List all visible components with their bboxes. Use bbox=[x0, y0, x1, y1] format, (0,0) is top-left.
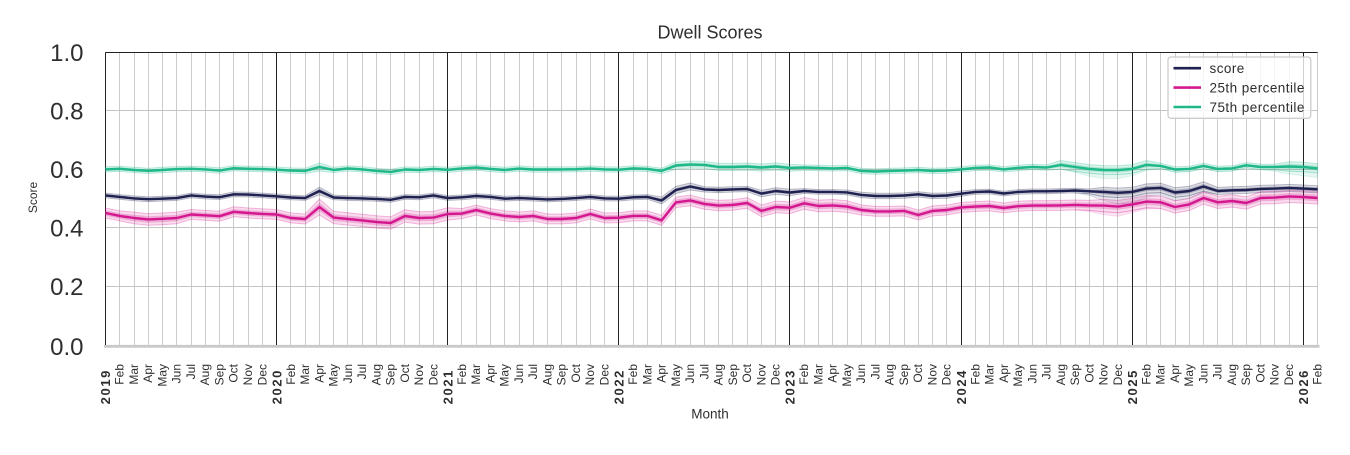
svg-text:Mar: Mar bbox=[811, 364, 825, 385]
svg-text:Apr: Apr bbox=[141, 364, 155, 383]
svg-text:Sep: Sep bbox=[726, 364, 740, 386]
svg-text:May: May bbox=[840, 364, 854, 387]
svg-text:1.0: 1.0 bbox=[50, 40, 83, 67]
svg-text:Jul: Jul bbox=[355, 364, 369, 379]
svg-text:Sep: Sep bbox=[897, 364, 911, 386]
svg-text:Aug: Aug bbox=[198, 364, 212, 385]
svg-text:Feb: Feb bbox=[968, 364, 982, 385]
svg-text:Dec: Dec bbox=[1282, 364, 1296, 385]
svg-text:Oct: Oct bbox=[227, 363, 241, 382]
svg-text:Nov: Nov bbox=[241, 364, 255, 385]
svg-text:Oct: Oct bbox=[569, 363, 583, 382]
svg-text:2024: 2024 bbox=[954, 369, 969, 404]
svg-text:2022: 2022 bbox=[612, 369, 627, 404]
svg-text:Feb: Feb bbox=[455, 364, 469, 385]
svg-text:Feb: Feb bbox=[1139, 364, 1153, 385]
svg-text:Dec: Dec bbox=[940, 364, 954, 385]
svg-text:Nov: Nov bbox=[1268, 364, 1282, 385]
svg-text:Jul: Jul bbox=[1040, 364, 1054, 379]
svg-text:May: May bbox=[669, 364, 683, 387]
svg-text:Jun: Jun bbox=[512, 364, 526, 383]
svg-text:Jun: Jun bbox=[854, 364, 868, 383]
svg-text:score: score bbox=[1210, 61, 1245, 76]
svg-text:Jun: Jun bbox=[341, 364, 355, 383]
svg-text:Oct: Oct bbox=[1082, 363, 1096, 382]
svg-text:0.0: 0.0 bbox=[50, 334, 83, 361]
svg-text:Jul: Jul bbox=[526, 364, 540, 379]
svg-text:Oct: Oct bbox=[911, 363, 925, 382]
svg-text:Jun: Jun bbox=[683, 364, 697, 383]
svg-text:Dwell Scores: Dwell Scores bbox=[657, 23, 762, 43]
svg-text:Apr: Apr bbox=[997, 364, 1011, 383]
svg-text:Dec: Dec bbox=[769, 364, 783, 385]
svg-text:Apr: Apr bbox=[483, 364, 497, 383]
svg-text:2023: 2023 bbox=[783, 369, 798, 404]
svg-text:25th percentile: 25th percentile bbox=[1210, 80, 1305, 95]
svg-text:2021: 2021 bbox=[440, 369, 455, 404]
svg-text:May: May bbox=[498, 364, 512, 387]
svg-text:2026: 2026 bbox=[1296, 369, 1311, 404]
svg-text:Sep: Sep bbox=[1239, 364, 1253, 386]
svg-text:Oct: Oct bbox=[740, 363, 754, 382]
svg-text:Feb: Feb bbox=[797, 364, 811, 385]
svg-text:75th percentile: 75th percentile bbox=[1210, 100, 1305, 115]
svg-text:Dec: Dec bbox=[598, 364, 612, 385]
svg-text:Dec: Dec bbox=[1111, 364, 1125, 385]
svg-text:Aug: Aug bbox=[712, 364, 726, 385]
svg-text:Oct: Oct bbox=[1254, 363, 1268, 382]
svg-text:0.4: 0.4 bbox=[50, 216, 83, 243]
svg-text:Jun: Jun bbox=[1025, 364, 1039, 383]
svg-text:Feb: Feb bbox=[1311, 364, 1325, 385]
svg-text:Mar: Mar bbox=[127, 364, 141, 385]
svg-text:2019: 2019 bbox=[98, 369, 113, 404]
svg-text:Mar: Mar bbox=[1154, 364, 1168, 385]
svg-text:Mar: Mar bbox=[298, 364, 312, 385]
svg-text:Jul: Jul bbox=[697, 364, 711, 379]
svg-text:Aug: Aug bbox=[883, 364, 897, 385]
svg-text:Aug: Aug bbox=[369, 364, 383, 385]
svg-text:Oct: Oct bbox=[398, 363, 412, 382]
svg-text:Mar: Mar bbox=[469, 364, 483, 385]
svg-text:Feb: Feb bbox=[113, 364, 127, 385]
svg-text:Jun: Jun bbox=[1196, 364, 1210, 383]
svg-text:Feb: Feb bbox=[284, 364, 298, 385]
svg-text:Aug: Aug bbox=[1225, 364, 1239, 385]
svg-text:Apr: Apr bbox=[312, 364, 326, 383]
svg-text:Nov: Nov bbox=[926, 364, 940, 385]
svg-text:Dec: Dec bbox=[426, 364, 440, 385]
svg-text:Nov: Nov bbox=[412, 364, 426, 385]
svg-text:Nov: Nov bbox=[583, 364, 597, 385]
svg-text:Jul: Jul bbox=[1211, 364, 1225, 379]
svg-text:May: May bbox=[155, 364, 169, 387]
svg-text:Sep: Sep bbox=[213, 364, 227, 386]
svg-text:Sep: Sep bbox=[555, 364, 569, 386]
svg-text:0.2: 0.2 bbox=[50, 274, 83, 301]
svg-text:Aug: Aug bbox=[1054, 364, 1068, 385]
svg-text:Score: Score bbox=[26, 182, 40, 214]
svg-text:0.6: 0.6 bbox=[50, 157, 83, 184]
svg-text:0.8: 0.8 bbox=[50, 98, 83, 125]
svg-text:Apr: Apr bbox=[826, 364, 840, 383]
svg-text:Sep: Sep bbox=[384, 364, 398, 386]
svg-text:May: May bbox=[327, 364, 341, 387]
svg-text:Dec: Dec bbox=[255, 364, 269, 385]
svg-text:Jul: Jul bbox=[868, 364, 882, 379]
svg-text:Jul: Jul bbox=[184, 364, 198, 379]
svg-text:Sep: Sep bbox=[1068, 364, 1082, 386]
svg-text:2020: 2020 bbox=[269, 369, 284, 404]
svg-text:Mar: Mar bbox=[640, 364, 654, 385]
svg-text:May: May bbox=[1182, 364, 1196, 387]
svg-text:2025: 2025 bbox=[1125, 369, 1140, 404]
svg-text:Month: Month bbox=[691, 407, 729, 422]
svg-text:Mar: Mar bbox=[983, 364, 997, 385]
svg-text:Apr: Apr bbox=[1168, 364, 1182, 383]
svg-text:Aug: Aug bbox=[541, 364, 555, 385]
svg-text:Jun: Jun bbox=[170, 364, 184, 383]
svg-text:Nov: Nov bbox=[754, 364, 768, 385]
svg-text:Apr: Apr bbox=[655, 364, 669, 383]
svg-text:May: May bbox=[1011, 364, 1025, 387]
svg-text:Nov: Nov bbox=[1097, 364, 1111, 385]
svg-text:Feb: Feb bbox=[626, 364, 640, 385]
